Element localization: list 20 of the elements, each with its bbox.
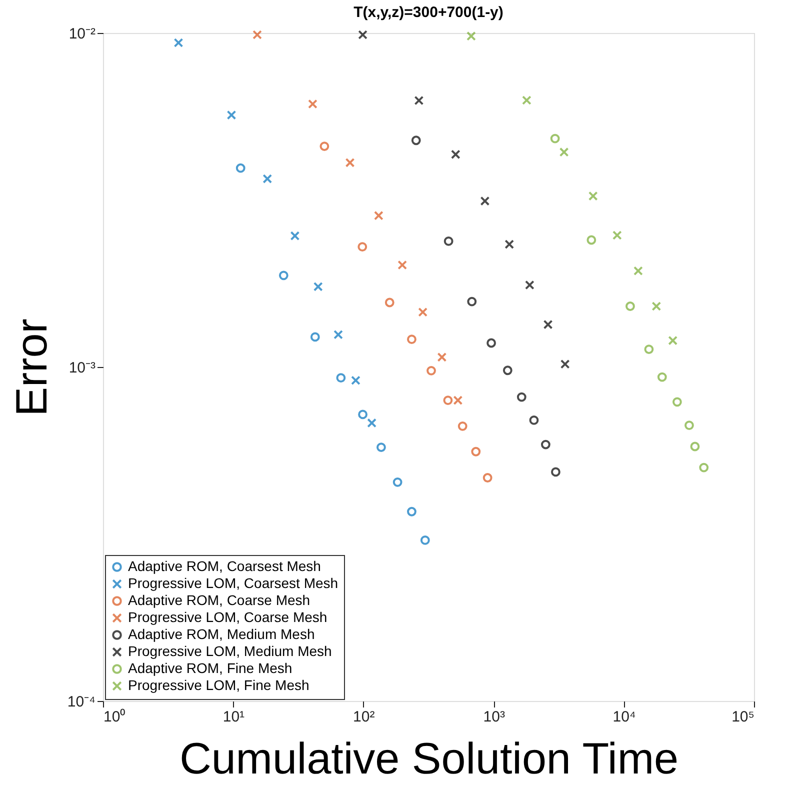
legend-label: Progressive LOM, Coarsest Mesh (128, 575, 338, 591)
x-tick-label: 10¹ (222, 708, 245, 726)
x-tick-label: 10² (353, 708, 375, 726)
legend-label: Progressive LOM, Fine Mesh (128, 677, 310, 693)
x-tick-label: 10³ (483, 708, 505, 726)
x-axis-title: Cumulative Solution Time (180, 734, 678, 784)
legend-label: Adaptive ROM, Coarse Mesh (128, 592, 310, 608)
x-tick-label: 10⁰ (104, 708, 126, 726)
legend-label: Progressive LOM, Medium Mesh (128, 643, 332, 659)
y-tick-label: 10⁻² (68, 26, 96, 42)
y-axis-title: Error (7, 318, 56, 416)
chart-title: T(x,y,z)=300+700(1-y) (354, 4, 504, 21)
legend-label: Progressive LOM, Coarse Mesh (128, 609, 328, 625)
x-tick-label: 10⁴ (612, 708, 636, 726)
y-tick-label: 10⁻³ (68, 360, 96, 376)
legend-label: Adaptive ROM, Medium Mesh (128, 626, 315, 642)
legend-label: Adaptive ROM, Coarsest Mesh (128, 558, 321, 574)
y-tick-label: 10⁻⁴ (67, 694, 96, 710)
x-tick-label: 10⁵ (732, 708, 754, 726)
legend-label: Adaptive ROM, Fine Mesh (128, 660, 292, 676)
